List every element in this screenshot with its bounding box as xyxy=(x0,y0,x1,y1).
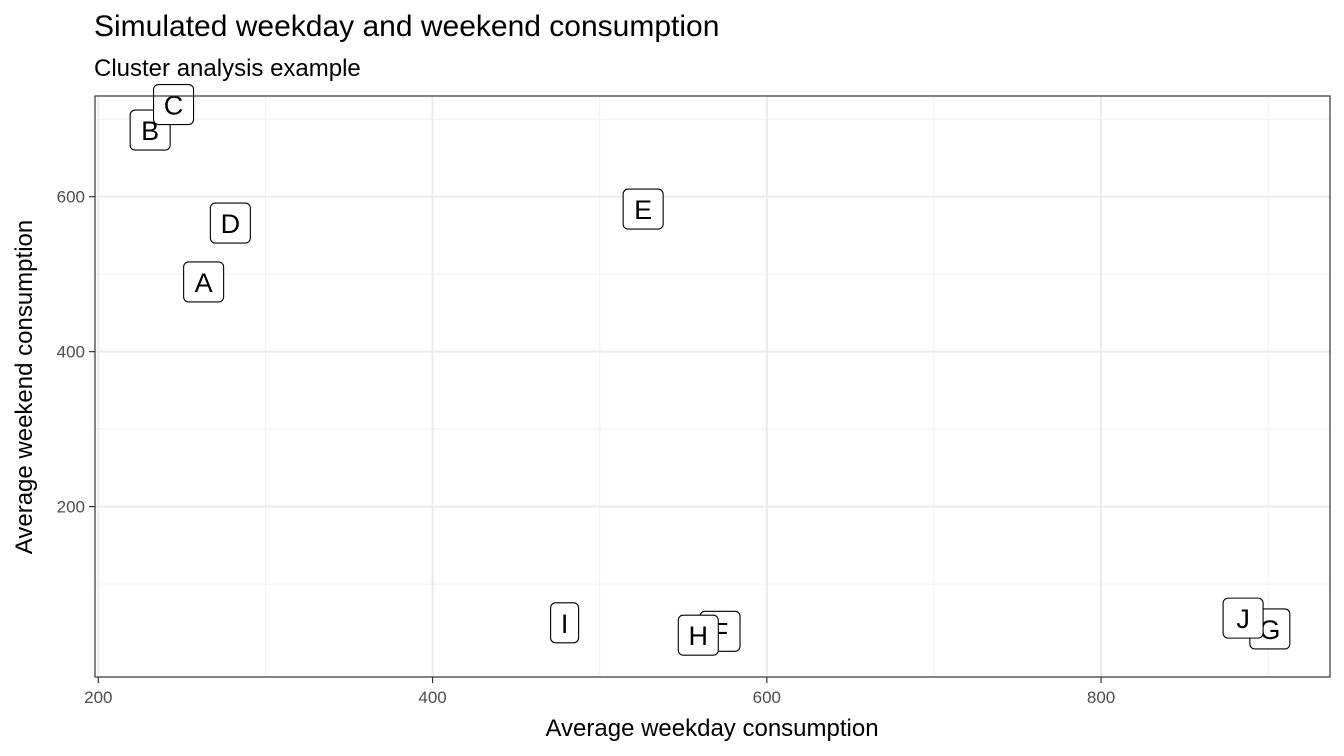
y-axis: 200 400 600 xyxy=(57,188,95,517)
major-gridlines xyxy=(95,96,1330,677)
label-text: E xyxy=(634,195,652,225)
label-text: G xyxy=(1259,615,1280,645)
label-box xyxy=(677,614,719,656)
label-text: A xyxy=(195,268,213,298)
label-text: I xyxy=(561,609,569,639)
x-axis-title: Average weekday consumption xyxy=(545,715,878,742)
point-label-h: H xyxy=(677,614,719,656)
x-axis: 200 400 600 800 xyxy=(84,677,1115,707)
point-label-a: A xyxy=(183,261,225,303)
point-label-j: J xyxy=(1222,597,1264,639)
x-tick-label: 400 xyxy=(418,688,446,707)
minor-gridlines xyxy=(95,96,1330,677)
x-tick-label: 200 xyxy=(84,688,112,707)
label-box xyxy=(622,188,664,230)
x-tick-label: 600 xyxy=(753,688,781,707)
point-label-i: I xyxy=(550,602,580,644)
chart-subtitle: Cluster analysis example xyxy=(94,55,361,82)
label-text: B xyxy=(141,116,159,146)
chart-title: Simulated weekday and weekend consumptio… xyxy=(94,10,719,43)
label-text: H xyxy=(689,621,709,651)
point-label-c: C xyxy=(152,83,195,126)
y-axis-title: Average weekend consumption xyxy=(11,220,38,554)
y-tick-label: 400 xyxy=(57,343,85,362)
label-box xyxy=(152,83,195,126)
label-box xyxy=(183,261,225,303)
label-box xyxy=(1222,597,1264,639)
label-box xyxy=(550,602,580,644)
point-label-d: D xyxy=(209,202,251,244)
point-label-e: E xyxy=(622,188,664,230)
label-box xyxy=(209,202,251,244)
label-text: J xyxy=(1236,604,1250,634)
y-tick-label: 600 xyxy=(57,188,85,207)
label-text: D xyxy=(221,209,241,239)
x-tick-label: 800 xyxy=(1087,688,1115,707)
label-text: C xyxy=(164,91,184,121)
panel-border xyxy=(94,95,1331,678)
y-tick-label: 200 xyxy=(57,498,85,517)
